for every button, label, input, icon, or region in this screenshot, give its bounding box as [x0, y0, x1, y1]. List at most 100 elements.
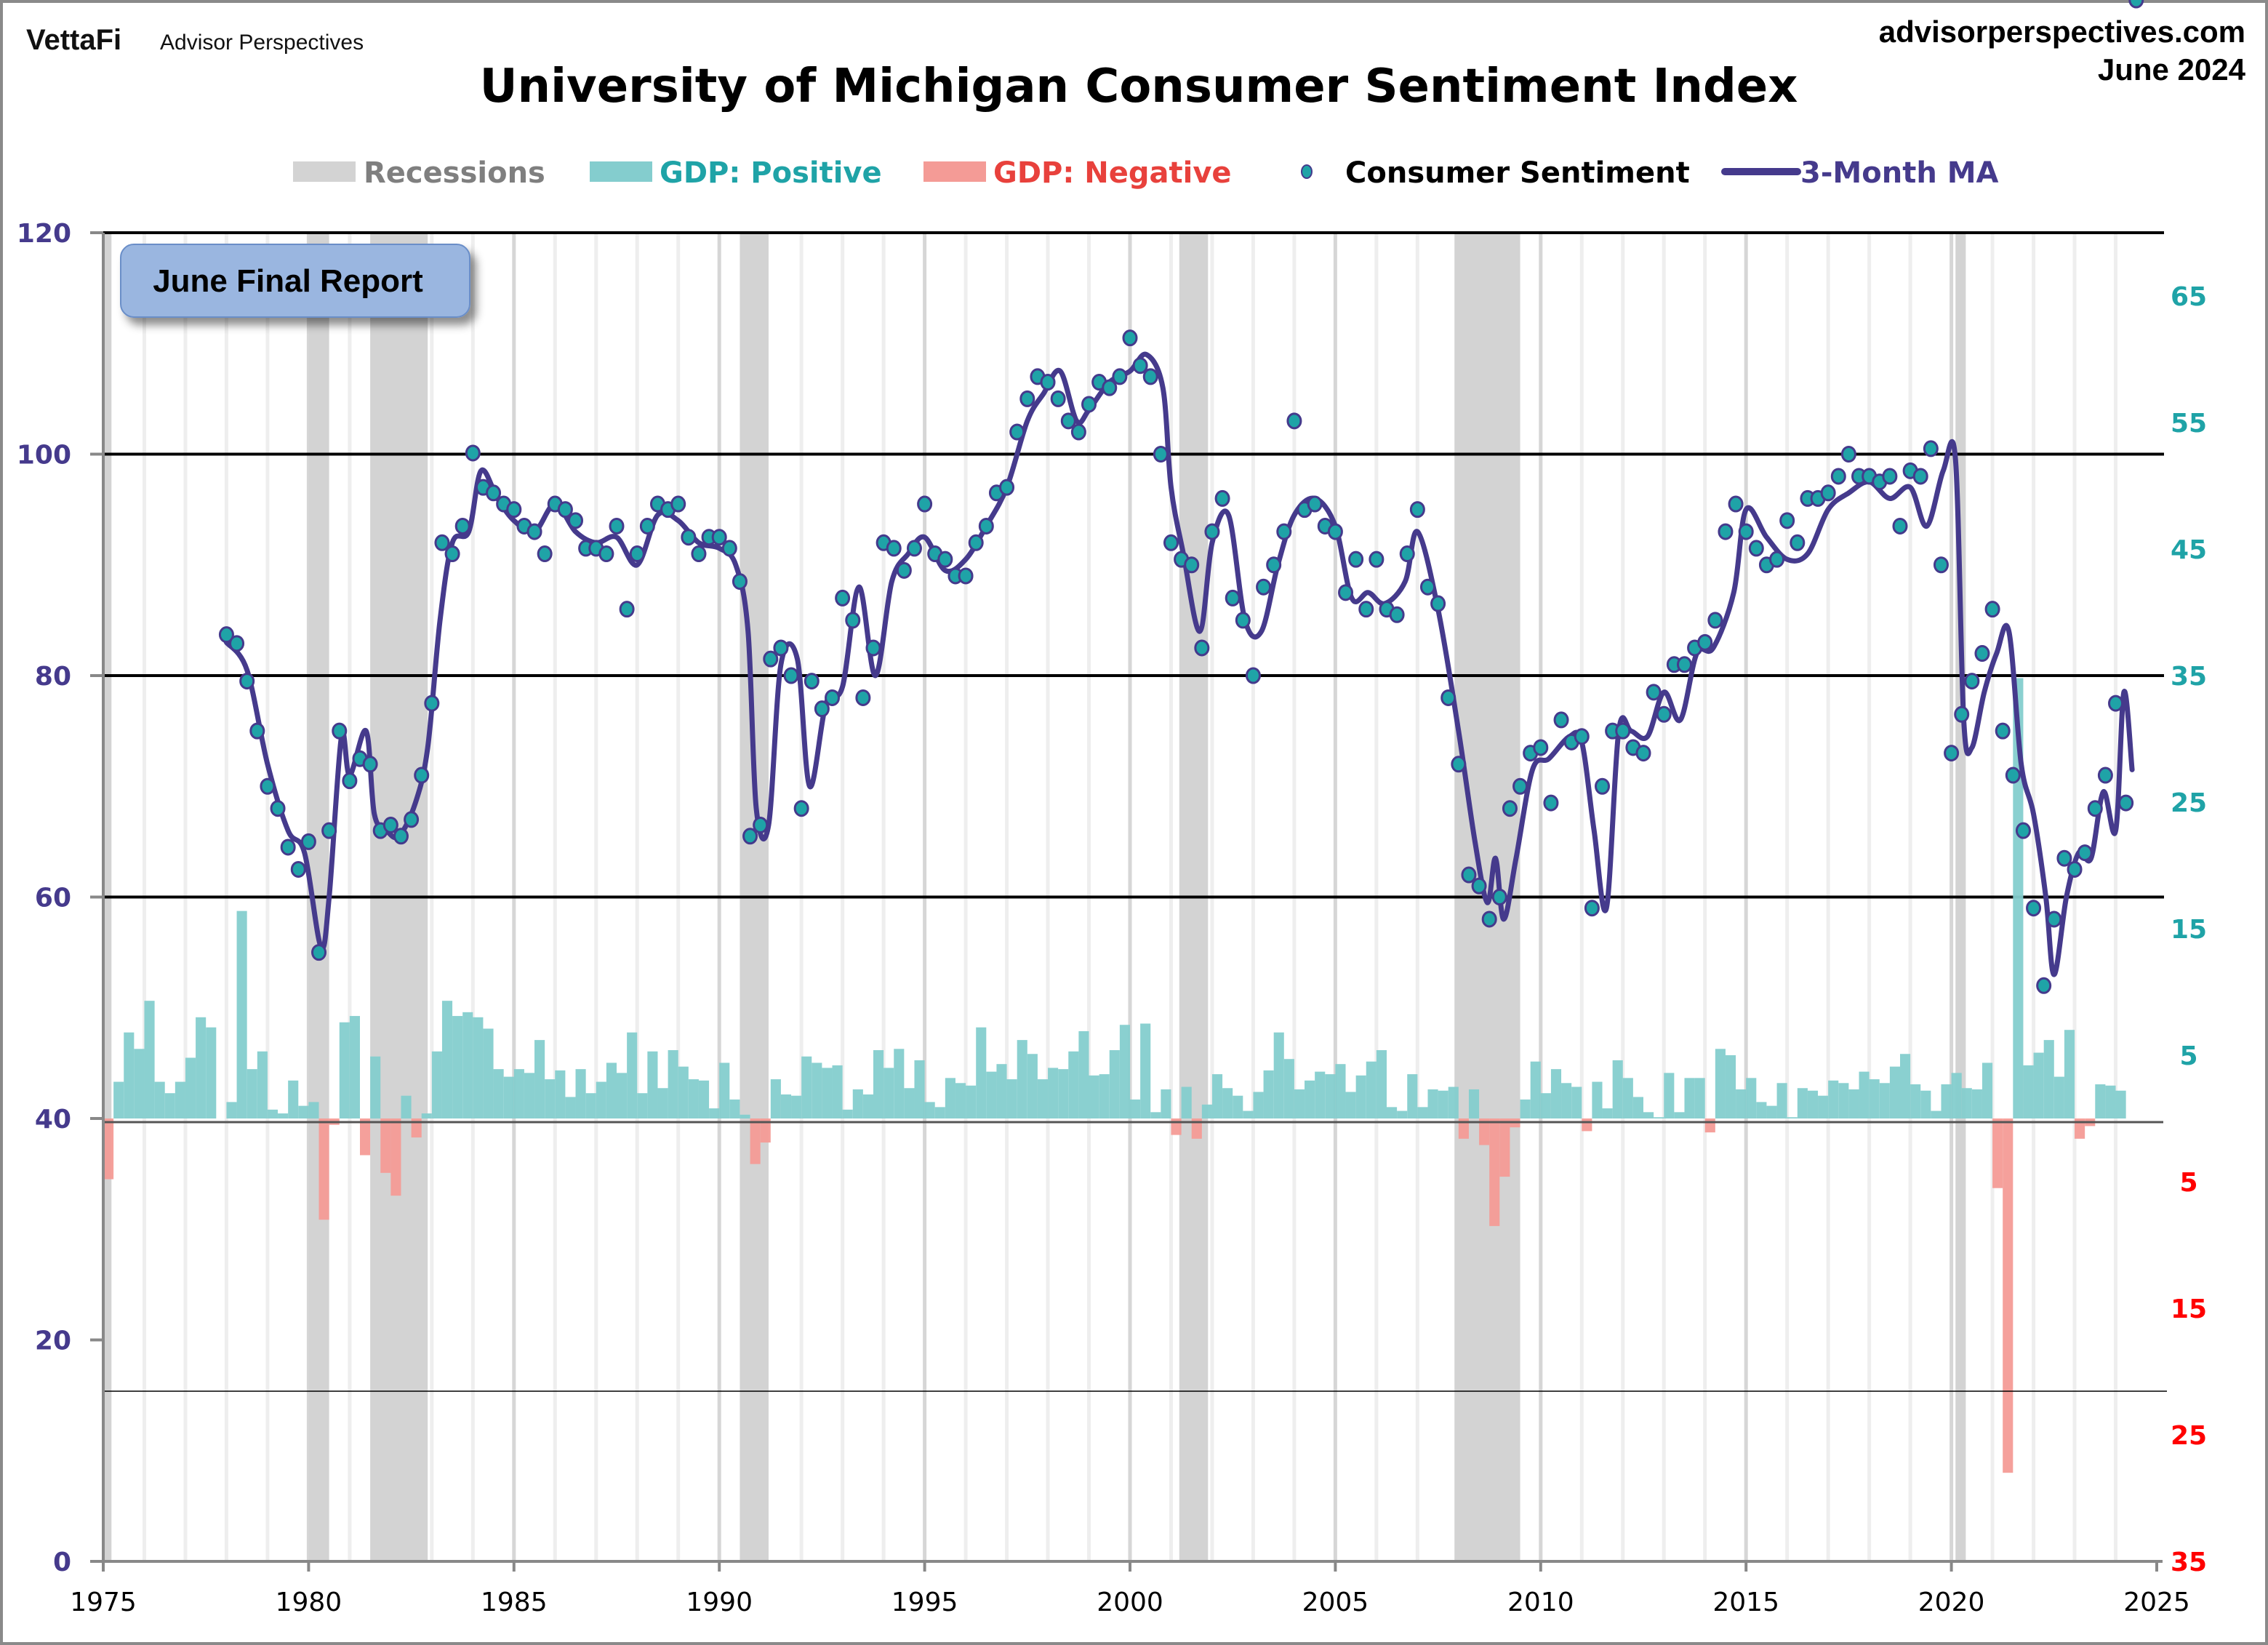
sentiment-dot	[382, 817, 398, 834]
gdp-bar-positive	[1612, 1060, 1623, 1118]
gdp-bar-positive	[1468, 1089, 1480, 1118]
gdp-bar-positive	[144, 1001, 155, 1118]
sentiment-dot	[763, 650, 779, 668]
y-tick-label: 100	[17, 441, 71, 471]
gdp-bar-positive	[1931, 1110, 1942, 1118]
sentiment-dot	[958, 567, 974, 585]
gdp-bar-positive	[668, 1050, 678, 1118]
gdp-bar-positive	[1448, 1086, 1459, 1118]
sentiment-dot	[1419, 578, 1435, 596]
legend-marker-dot-icon	[1301, 164, 1313, 179]
ma-line	[223, 351, 2135, 977]
gdp-bar-positive	[185, 1057, 196, 1118]
report-date: June 2024	[2098, 52, 2246, 87]
y-tick-label: 60	[35, 884, 71, 913]
sentiment-dot	[506, 501, 522, 519]
gdp-bar-positive	[914, 1060, 925, 1118]
gdp-bar-positive	[1376, 1050, 1387, 1118]
sentiment-dot	[1471, 877, 1487, 894]
gdp-bar-positive	[842, 1109, 853, 1118]
sentiment-dot	[280, 838, 296, 856]
gdp-bar-positive	[1520, 1099, 1531, 1118]
gdp-bar-positive	[1632, 1097, 1643, 1118]
sentiment-dot	[1348, 551, 1364, 568]
gdp-bar-positive	[606, 1062, 617, 1118]
gdp-bar-positive	[1397, 1110, 1408, 1118]
sentiment-dot	[814, 700, 830, 718]
gdp-bar-negative	[1171, 1118, 1182, 1135]
x-tick-label: 2025	[2123, 1588, 2190, 1617]
legend-label-gdp-negative: GDP: Negative	[993, 156, 1232, 190]
sentiment-dot	[691, 545, 707, 563]
sentiment-dot	[1153, 446, 1169, 463]
brand-logo: VettaFi Advisor Perspectives	[26, 24, 364, 56]
sentiment-dot	[742, 828, 758, 845]
gdp-bar-positive	[976, 1027, 987, 1118]
gdp-bar-negative	[2075, 1118, 2085, 1139]
sentiment-dot	[1081, 396, 1097, 413]
report-callout-box	[120, 244, 470, 318]
gdp-bar-positive	[164, 1093, 175, 1118]
gdp-bar-positive	[1427, 1089, 1438, 1118]
site-url: advisorperspectives.com	[1879, 15, 2245, 49]
sentiment-dot	[2097, 767, 2113, 784]
gdp-bar-positive	[1211, 1074, 1223, 1118]
gdp-bar-positive	[1273, 1032, 1284, 1118]
gdp-bar-positive	[719, 1062, 730, 1118]
sentiment-dot	[1225, 589, 1241, 607]
sentiment-dot	[342, 772, 358, 790]
gdp-bar-positive	[2064, 1030, 2075, 1118]
sentiment-dot	[1892, 517, 1908, 535]
gdp-bar-positive	[1140, 1023, 1151, 1118]
gdp-bar-positive	[257, 1051, 268, 1118]
gdp-bar-positive	[124, 1032, 135, 1118]
sentiment-dot	[300, 833, 316, 850]
horizontal-gridlines	[103, 231, 2164, 899]
gdp-bar-positive	[1766, 1105, 1777, 1118]
gdp-bar-positive	[945, 1078, 955, 1118]
sentiment-dot	[486, 484, 502, 502]
sentiment-dot	[321, 822, 337, 839]
gdp-bar-positive	[822, 1068, 833, 1118]
gdp-bar-positive	[431, 1051, 442, 1118]
gdp-bar-positive	[1345, 1092, 1356, 1118]
gdp-bar-positive	[1068, 1051, 1079, 1118]
gdp-bar-positive	[1027, 1054, 1038, 1118]
gdp-bar-positive	[555, 1070, 566, 1118]
sentiment-dot	[825, 689, 841, 706]
sentiment-dot	[1132, 357, 1148, 375]
sentiment-dot	[732, 573, 748, 591]
gdp-bar-negative	[390, 1118, 401, 1196]
sentiment-dot	[1954, 705, 1970, 723]
sentiment-dot	[1656, 705, 1672, 723]
sentiment-dot	[1266, 556, 1282, 574]
gdp-bar-positive	[441, 1001, 453, 1118]
sentiment-dot	[2067, 860, 2083, 878]
gdp-bar-positive	[1900, 1054, 1911, 1118]
gdp-bar-positive	[524, 1073, 535, 1118]
gdp-bar-positive	[349, 1016, 360, 1118]
gdp-bar-positive	[1037, 1079, 1049, 1118]
sentiment-dot	[1122, 329, 1138, 347]
y-right-tick-label-positive: 65	[2171, 282, 2207, 312]
gdp-bar-positive	[955, 1083, 966, 1118]
sentiment-dot	[290, 860, 306, 878]
gdp-bar-positive	[657, 1088, 668, 1118]
sentiment-dot	[609, 517, 625, 535]
sentiment-dot	[721, 540, 737, 557]
sentiment-dot	[1502, 800, 1518, 817]
gdp-bar-positive	[1283, 1059, 1294, 1118]
gdp-bar-positive	[1848, 1089, 1859, 1118]
sentiment-dot	[249, 722, 265, 740]
gdp-bar-positive	[1592, 1081, 1603, 1118]
gdp-bars	[103, 678, 2126, 1473]
sentiment-dot	[2128, 0, 2144, 9]
gdp-bar-positive	[1561, 1083, 1572, 1118]
gdp-bar-positive	[1776, 1083, 1787, 1118]
sentiment-dot	[229, 635, 245, 652]
gdp-bar-positive	[894, 1049, 905, 1118]
gdp-bar-positive	[585, 1093, 596, 1118]
sentiment-dot	[1369, 551, 1385, 568]
gdp-bar-negative	[750, 1118, 761, 1164]
